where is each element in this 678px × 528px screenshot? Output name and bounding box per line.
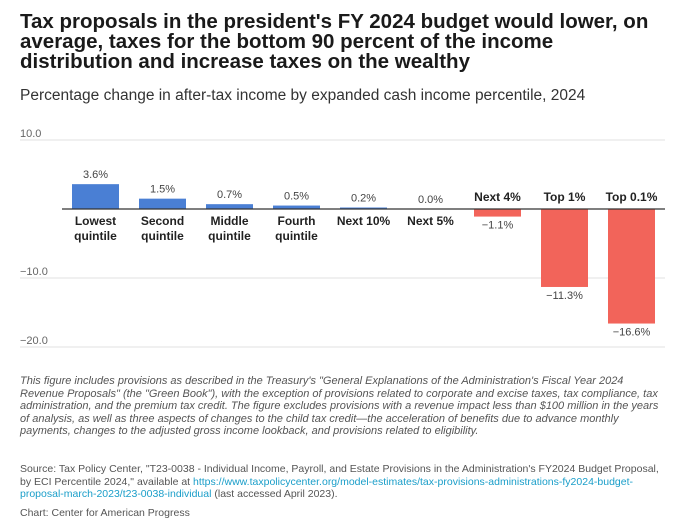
bar — [474, 209, 521, 217]
x-tick-label: Top 1% — [544, 190, 586, 204]
y-tick-label: −20.0 — [20, 335, 48, 347]
x-tick-label: Middle quintile — [208, 214, 251, 243]
source-prefix: Source: Tax Policy Center, "T23-0038 - I… — [20, 463, 659, 488]
bar — [139, 198, 186, 209]
data-label: 0.0% — [418, 194, 443, 206]
footnote: This figure includes provisions as descr… — [20, 375, 659, 438]
x-tick-label: Fourth quintile — [275, 214, 318, 243]
bar — [340, 207, 387, 209]
chart-credit: Chart: Center for American Progress — [20, 507, 190, 519]
data-label: −16.6% — [613, 327, 651, 339]
data-label: 1.5% — [150, 184, 175, 196]
data-label: −1.1% — [482, 220, 514, 232]
x-tick-label: Lowest quintile — [74, 214, 117, 243]
data-label: −11.3% — [546, 290, 583, 302]
x-tick-label: Next 10% — [337, 214, 391, 228]
data-label: 3.6% — [83, 169, 108, 181]
data-label: 0.5% — [284, 191, 309, 203]
data-label: 0.7% — [217, 189, 242, 201]
source-suffix: (last accessed April 2023). — [211, 488, 338, 501]
x-tick-label: Second quintile — [141, 214, 184, 243]
y-tick-label: −10.0 — [20, 266, 48, 278]
y-tick-label: 10.0 — [20, 128, 41, 140]
bar — [72, 184, 119, 209]
x-tick-label: Top 0.1% — [606, 190, 658, 204]
chart-title: Tax proposals in the president's FY 2024… — [20, 10, 649, 73]
source-note: Source: Tax Policy Center, "T23-0038 - I… — [20, 463, 665, 501]
x-tick-label: Next 4% — [474, 190, 521, 204]
bar — [541, 209, 588, 287]
bar-chart: 10.0 −10.0 −20.0 3.6% Lowest quintile 1.5% Seco… — [20, 128, 665, 348]
chart-subtitle: Percentage change in after-tax income by… — [20, 87, 586, 104]
bar — [206, 204, 253, 209]
data-label: 0.2% — [351, 193, 376, 205]
bar — [608, 209, 655, 324]
x-tick-label: Next 5% — [407, 214, 454, 228]
bar — [273, 205, 320, 209]
source-link[interactable]: https://www.taxpolicycenter.org/model-es… — [20, 475, 634, 501]
